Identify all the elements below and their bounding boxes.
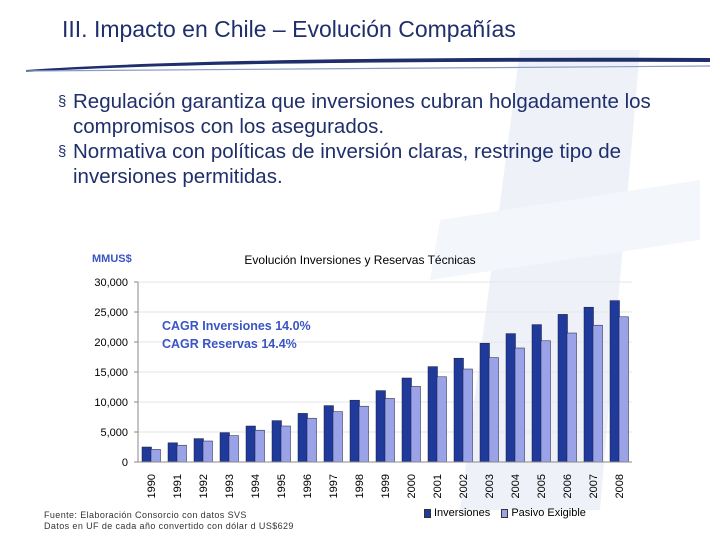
bar-inversiones	[141, 446, 152, 463]
bullet-mark: §	[58, 143, 67, 160]
legend-item-inversiones: Inversiones	[424, 507, 490, 519]
bar-pasivo-exigible	[592, 324, 603, 463]
bar-pasivo-exigible	[488, 357, 499, 463]
x-tick-label: 1996	[302, 474, 314, 498]
bar-inversiones	[375, 390, 386, 463]
cagr-inversiones-annotation: CAGR Inversiones 14.0%	[162, 319, 311, 333]
bar-inversiones	[583, 306, 594, 463]
x-tick-label: 1994	[250, 474, 262, 498]
bar-inversiones	[479, 342, 490, 463]
bar-pasivo-exigible	[254, 429, 265, 463]
y-tick-label: 0	[122, 457, 128, 469]
bullet-item: § Regulación garantiza que inversiones c…	[58, 89, 698, 139]
x-tick-label: 2000	[406, 474, 418, 498]
y-tick-label: 15,000	[94, 367, 128, 379]
x-tick-label: 2004	[510, 474, 522, 498]
x-tick-label: 2008	[614, 474, 626, 498]
y-tick-label: 30,000	[94, 277, 128, 289]
bar-inversiones	[453, 357, 464, 463]
bar-pasivo-exigible	[410, 386, 421, 463]
bar-pasivo-exigible	[540, 340, 551, 463]
x-tick-label: 2006	[562, 474, 574, 498]
legend-label-pasivo: Pasivo Exigible	[511, 507, 586, 520]
legend-label-inversiones: Inversiones	[434, 507, 491, 520]
bullet-mark: §	[58, 93, 67, 110]
x-tick-label: 1993	[224, 474, 236, 498]
bar-pasivo-exigible	[358, 405, 369, 463]
bar-inversiones	[609, 300, 620, 463]
y-tick-label: 5,000	[100, 427, 128, 439]
bar-inversiones	[531, 324, 542, 463]
bar-pasivo-exigible	[332, 411, 343, 463]
bar-pasivo-exigible	[618, 316, 629, 463]
bar-inversiones	[245, 425, 256, 463]
chart-legend: Inversiones Pasivo Exigible	[424, 507, 594, 519]
bar-pasivo-exigible	[176, 444, 187, 463]
bullet-text: Normativa con políticas de inversión cla…	[73, 140, 622, 188]
bar-inversiones	[271, 420, 282, 463]
x-tick-label: 1997	[328, 474, 340, 498]
chart-title: Evolución Inversiones y Reservas Técnica…	[244, 253, 475, 267]
x-tick-label: 2005	[536, 474, 548, 498]
bar-inversiones	[297, 413, 308, 463]
x-tick-label: 2001	[432, 474, 444, 498]
bar-inversiones	[167, 442, 178, 463]
bar-pasivo-exigible	[228, 435, 239, 463]
bar-inversiones	[219, 432, 230, 463]
bar-pasivo-exigible	[306, 417, 317, 463]
source-line-2: Datos en UF de cada año convertido con d…	[44, 521, 294, 531]
bar-pasivo-exigible	[462, 368, 473, 463]
bar-pasivo-exigible	[436, 376, 447, 463]
x-tick-label: 1995	[276, 474, 288, 498]
x-tick-label: 1998	[354, 474, 366, 498]
chart-bars	[141, 300, 629, 463]
x-axis: 1990 1991 1992 1993 1994 1995 1996 1997 1998 1999…	[138, 461, 632, 498]
y-tick-label: 20,000	[94, 337, 128, 349]
x-tick-label: 2003	[484, 474, 496, 498]
bar-inversiones	[401, 377, 412, 463]
legend-swatch-pasivo	[501, 508, 509, 518]
x-tick-label: 1991	[172, 474, 184, 498]
bar-inversiones	[427, 366, 438, 463]
bar-pasivo-exigible	[202, 440, 213, 463]
unit-label: MMUS$	[92, 253, 132, 265]
y-axis: 30,000 25,000 20,000 15,000 10,000 5,000 0	[94, 277, 139, 469]
bullet-item: § Normativa con políticas de inversión c…	[58, 139, 698, 189]
bar-pasivo-exigible	[384, 398, 395, 463]
legend-item-pasivo: Pasivo Exigible	[501, 507, 586, 519]
bullet-text: Regulación garantiza que inversiones cub…	[73, 90, 651, 138]
source-note: Fuente: Elaboración Consorcio con datos …	[44, 510, 294, 532]
bar-inversiones	[557, 314, 568, 463]
bar-pasivo-exigible	[566, 332, 577, 463]
bar-inversiones	[193, 438, 204, 463]
bar-inversiones	[323, 405, 334, 463]
x-tick-label: 2002	[458, 474, 470, 498]
bullet-list: § Regulación garantiza que inversiones c…	[58, 89, 698, 189]
bar-pasivo-exigible	[150, 449, 161, 463]
x-tick-label: 1992	[198, 474, 210, 498]
x-tick-label: 2007	[588, 474, 600, 498]
bar-inversiones	[349, 399, 360, 463]
bar-pasivo-exigible	[280, 425, 291, 463]
y-tick-label: 25,000	[94, 307, 128, 319]
x-tick-label: 1990	[146, 474, 158, 498]
y-tick-label: 10,000	[94, 397, 128, 409]
bar-inversiones	[505, 333, 516, 463]
cagr-reservas-annotation: CAGR Reservas 14.4%	[162, 337, 297, 351]
source-line-1: Fuente: Elaboración Consorcio con datos …	[44, 510, 247, 520]
title-divider	[25, 57, 711, 72]
legend-swatch-inversiones	[424, 508, 431, 518]
bar-pasivo-exigible	[514, 347, 525, 463]
x-tick-label: 1999	[380, 474, 392, 498]
page-title: III. Impacto en Chile – Evolución Compañ…	[62, 16, 516, 42]
